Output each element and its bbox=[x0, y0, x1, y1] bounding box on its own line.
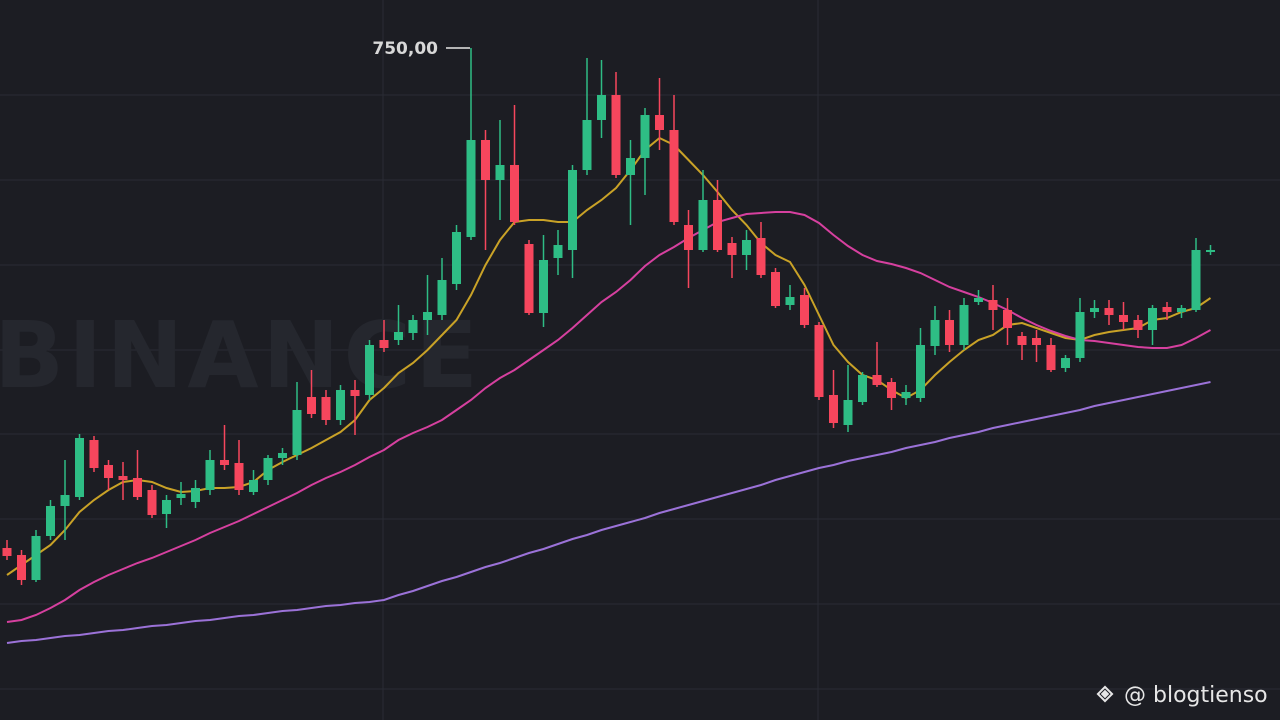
credit-icon bbox=[1096, 685, 1114, 703]
candle-body bbox=[75, 438, 84, 497]
candle-body bbox=[553, 245, 563, 258]
candle-body bbox=[640, 115, 650, 158]
candle-body bbox=[568, 170, 577, 250]
candle-body bbox=[1046, 345, 1056, 370]
candle-body bbox=[263, 458, 273, 480]
credit: @ blogtienso bbox=[1096, 683, 1268, 708]
candle-body bbox=[292, 410, 302, 455]
candle-body bbox=[60, 495, 70, 506]
candle-body bbox=[800, 295, 809, 325]
candle-body bbox=[1177, 308, 1186, 312]
candle-body bbox=[495, 165, 505, 180]
candle-body bbox=[147, 490, 157, 515]
candle-body bbox=[234, 463, 244, 490]
candle-body bbox=[1119, 315, 1128, 322]
moving-average-line bbox=[6, 381, 1211, 644]
candle-body bbox=[901, 392, 911, 398]
candle-body bbox=[2, 548, 12, 556]
candle-body bbox=[1133, 320, 1143, 330]
candle-body bbox=[539, 260, 548, 313]
candle-body bbox=[742, 240, 751, 255]
candle-body bbox=[582, 120, 592, 170]
candle-body bbox=[307, 397, 316, 414]
candle-body bbox=[408, 320, 418, 333]
candle-body bbox=[510, 165, 519, 222]
candle-body bbox=[1061, 358, 1070, 368]
candle-body bbox=[423, 312, 432, 320]
candle-body bbox=[249, 480, 258, 492]
candle-body bbox=[597, 95, 606, 120]
candle-body bbox=[191, 488, 200, 502]
candle-body bbox=[394, 332, 403, 340]
candle-body bbox=[858, 375, 867, 402]
candle-body bbox=[1090, 308, 1099, 312]
candle-body bbox=[17, 555, 26, 580]
candle-body bbox=[974, 298, 983, 302]
candle-body bbox=[1104, 308, 1114, 315]
candle-body bbox=[930, 320, 940, 346]
candle-body bbox=[1148, 308, 1157, 330]
candle-body bbox=[655, 115, 664, 130]
candle-body bbox=[1206, 250, 1215, 252]
candle-body bbox=[162, 500, 171, 514]
candle-body bbox=[1003, 310, 1012, 328]
candle-body bbox=[814, 325, 824, 397]
candle-body bbox=[133, 478, 142, 497]
candle-body bbox=[205, 460, 215, 490]
candle-body bbox=[1032, 338, 1041, 345]
candle-body bbox=[713, 200, 722, 250]
candle-body bbox=[872, 375, 882, 385]
candle-body bbox=[452, 232, 461, 284]
candle-body bbox=[321, 397, 331, 420]
candle-body bbox=[887, 382, 896, 398]
plot: 750,00 bbox=[2, 39, 1215, 644]
candle-body bbox=[626, 158, 635, 175]
candle-body bbox=[771, 272, 780, 306]
candle-body bbox=[611, 95, 621, 175]
candle-body bbox=[176, 494, 186, 498]
candle-body bbox=[843, 400, 853, 425]
candle-body bbox=[959, 305, 969, 345]
candle-body bbox=[1075, 312, 1085, 358]
candle-body bbox=[684, 225, 693, 250]
candle-body bbox=[524, 244, 534, 313]
candle-body bbox=[1191, 250, 1201, 310]
candle-body bbox=[336, 390, 345, 420]
candle-body bbox=[89, 440, 99, 468]
candle-body bbox=[698, 200, 708, 250]
candle-body bbox=[46, 506, 55, 536]
candle-body bbox=[727, 243, 737, 255]
candle-body bbox=[669, 130, 679, 222]
candle-body bbox=[379, 340, 389, 348]
candle-body bbox=[350, 390, 360, 396]
credit-text: @ blogtienso bbox=[1124, 683, 1268, 708]
candle-body bbox=[437, 280, 447, 315]
candle-body bbox=[104, 465, 113, 478]
candle-body bbox=[31, 536, 41, 580]
candle-body bbox=[220, 460, 229, 465]
candle-body bbox=[365, 345, 374, 395]
candle-body bbox=[945, 320, 954, 345]
candle-body bbox=[829, 395, 838, 423]
annotation-label: 750,00 bbox=[372, 39, 438, 59]
candle-body bbox=[466, 140, 476, 237]
candle-body bbox=[118, 476, 128, 480]
candle-body bbox=[988, 300, 998, 310]
candle-body bbox=[1162, 307, 1172, 312]
candle-body bbox=[1017, 336, 1027, 345]
candle-body bbox=[481, 140, 490, 180]
watermark: BINANCE bbox=[0, 302, 482, 409]
candle-body bbox=[785, 297, 795, 305]
candle-body bbox=[278, 453, 287, 458]
candle-body bbox=[916, 345, 925, 398]
candle-body bbox=[756, 238, 766, 275]
